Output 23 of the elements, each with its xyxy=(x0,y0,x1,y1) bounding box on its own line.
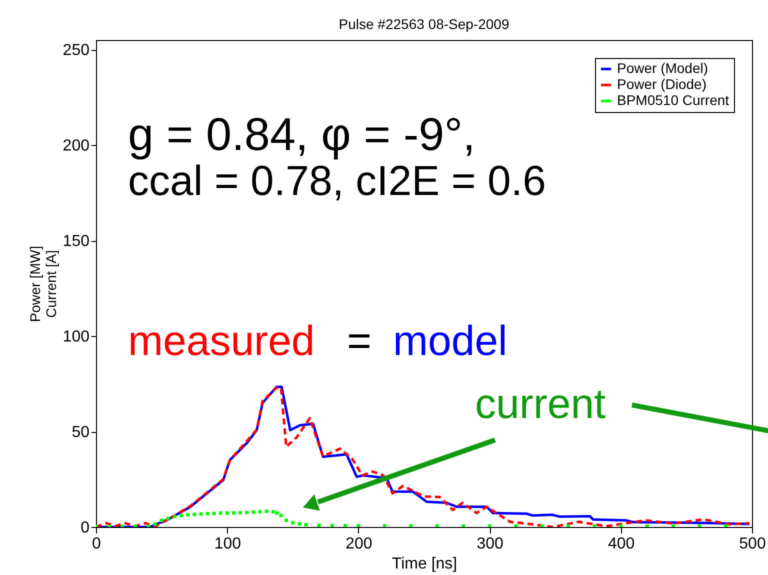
x-tick-label: 500 xyxy=(739,536,766,552)
chart-title: Pulse #22563 08-Sep-2009 xyxy=(338,16,510,32)
x-tick-label: 0 xyxy=(92,536,102,552)
legend-label: Power (Diode) xyxy=(617,76,706,92)
x-tick-label: 400 xyxy=(608,536,635,552)
y-tick-label: 150 xyxy=(62,233,90,250)
x-tick-label: 100 xyxy=(214,536,242,552)
annotation: current xyxy=(475,380,606,427)
annotation: model xyxy=(393,317,508,364)
y-tick-label: 0 xyxy=(80,520,90,536)
legend-label: Power (Model) xyxy=(617,60,708,76)
x-tick-label: 200 xyxy=(346,536,372,552)
annotation: = xyxy=(347,317,372,364)
annotation: g = 0.84, φ = -9°, xyxy=(128,108,476,160)
annotation: measured xyxy=(128,317,315,364)
y-tick-label: 200 xyxy=(62,138,90,155)
y-tick-label: 250 xyxy=(62,42,90,60)
y-axis-title: Power [MW] Current [A] xyxy=(26,246,59,322)
y-tick-label: 100 xyxy=(62,328,90,346)
x-axis-title: Time [ns] xyxy=(392,556,458,572)
legend-label: BPM0510 Current xyxy=(617,92,730,108)
y-tick-label: 50 xyxy=(72,424,90,442)
x-tick-label: 300 xyxy=(476,536,504,552)
